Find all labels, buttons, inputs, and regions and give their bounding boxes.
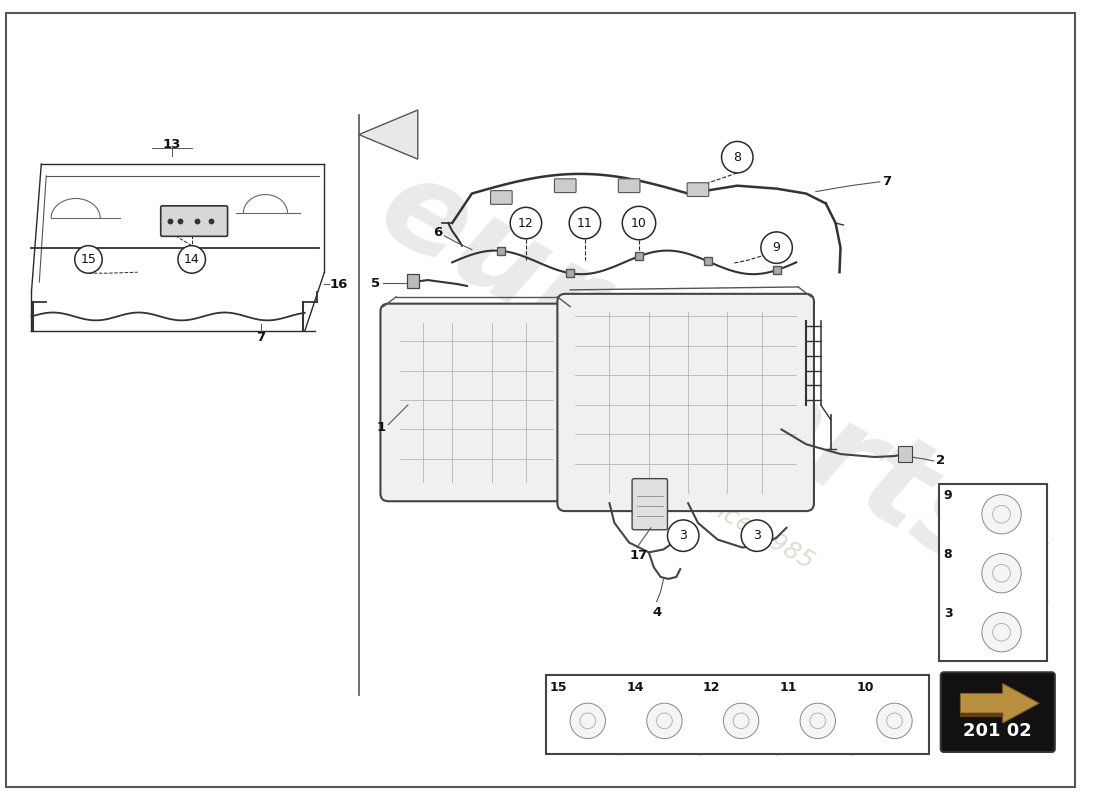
Circle shape (982, 613, 1021, 652)
Text: 12: 12 (518, 217, 534, 230)
FancyBboxPatch shape (558, 294, 814, 511)
FancyBboxPatch shape (688, 182, 708, 197)
Circle shape (741, 520, 772, 551)
FancyBboxPatch shape (161, 206, 228, 236)
Polygon shape (960, 684, 1040, 723)
Text: 10: 10 (631, 217, 647, 230)
FancyBboxPatch shape (381, 304, 573, 502)
Text: 10: 10 (856, 681, 873, 694)
Text: 12: 12 (703, 681, 720, 694)
Circle shape (724, 703, 759, 738)
Text: 14: 14 (184, 253, 199, 266)
Circle shape (570, 703, 605, 738)
Text: a passion for parts since 1985: a passion for parts since 1985 (480, 364, 818, 574)
Text: 15: 15 (80, 253, 97, 266)
Circle shape (75, 246, 102, 273)
Circle shape (668, 520, 698, 551)
Circle shape (510, 207, 541, 238)
Circle shape (877, 703, 912, 738)
Text: 11: 11 (780, 681, 798, 694)
Text: 6: 6 (433, 226, 442, 239)
Circle shape (647, 703, 682, 738)
Text: 9: 9 (944, 490, 953, 502)
FancyBboxPatch shape (546, 675, 930, 754)
Text: 3: 3 (944, 607, 953, 621)
Text: 8: 8 (734, 150, 741, 164)
Text: 11: 11 (578, 217, 593, 230)
FancyBboxPatch shape (940, 672, 1055, 752)
Text: 15: 15 (550, 681, 566, 694)
Text: 14: 14 (626, 681, 644, 694)
FancyBboxPatch shape (618, 179, 640, 193)
Circle shape (761, 232, 792, 263)
Circle shape (722, 142, 754, 173)
Text: 16: 16 (329, 278, 348, 290)
FancyBboxPatch shape (407, 274, 419, 288)
Text: 3: 3 (754, 529, 761, 542)
Circle shape (800, 703, 836, 738)
FancyBboxPatch shape (554, 179, 576, 193)
Text: europarts: europarts (359, 146, 1018, 596)
Circle shape (569, 207, 601, 238)
Text: 5: 5 (372, 277, 381, 290)
Text: 3: 3 (680, 529, 688, 542)
Text: 2: 2 (936, 454, 945, 467)
Text: 13: 13 (163, 138, 182, 151)
Text: 17: 17 (630, 550, 648, 562)
FancyBboxPatch shape (491, 190, 513, 204)
Circle shape (982, 494, 1021, 534)
Text: 8: 8 (944, 549, 953, 562)
Polygon shape (359, 110, 418, 159)
Text: 1: 1 (376, 421, 385, 434)
Text: 7: 7 (882, 175, 891, 188)
FancyBboxPatch shape (899, 446, 912, 462)
Circle shape (623, 206, 656, 240)
Text: 9: 9 (772, 241, 781, 254)
FancyBboxPatch shape (938, 483, 1047, 661)
Text: 4: 4 (652, 606, 661, 619)
Text: 201 02: 201 02 (964, 722, 1032, 740)
Text: 7: 7 (256, 330, 265, 343)
Circle shape (178, 246, 206, 273)
Circle shape (982, 554, 1021, 593)
Polygon shape (960, 713, 1003, 717)
FancyBboxPatch shape (632, 478, 668, 530)
